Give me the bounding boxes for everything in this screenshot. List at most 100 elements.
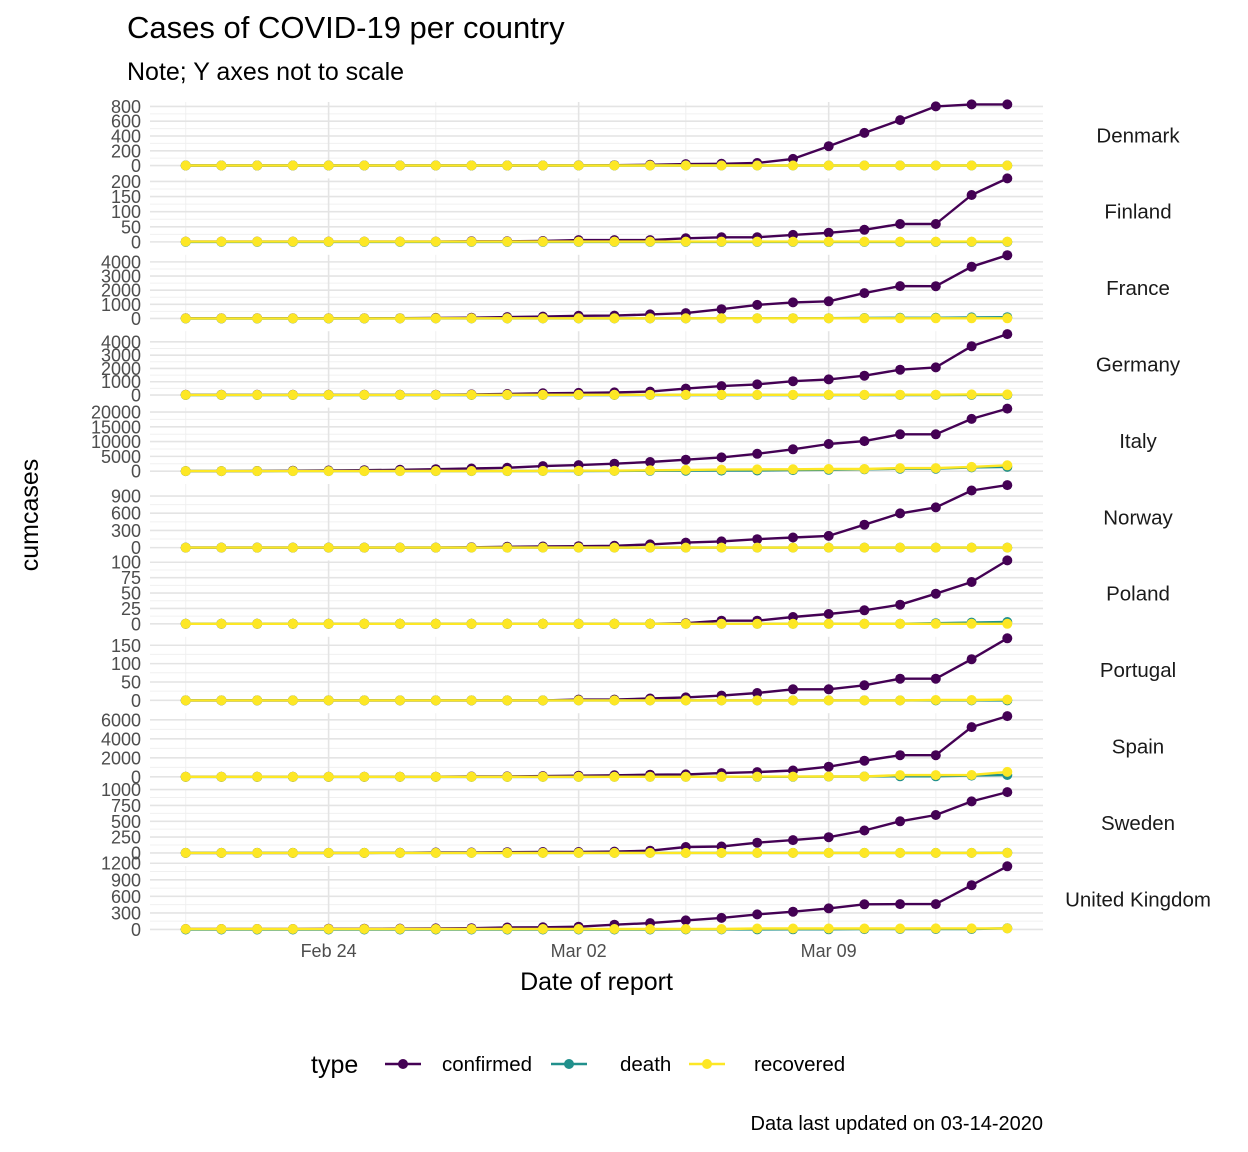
france-recovered-point xyxy=(966,313,977,324)
legend-recovered-point xyxy=(702,1059,712,1069)
united-kingdom-confirmed-point xyxy=(752,909,763,920)
sweden-confirmed-point xyxy=(895,816,906,827)
italy-recovered-point xyxy=(609,465,620,476)
italy-recovered-point xyxy=(537,465,548,476)
finland-confirmed-point xyxy=(859,224,870,235)
germany-confirmed-point xyxy=(966,341,977,352)
united-kingdom-recovered-point xyxy=(323,924,334,934)
france-confirmed-point xyxy=(966,261,977,272)
spain-recovered-point xyxy=(466,771,477,782)
denmark-confirmed-point xyxy=(895,115,906,126)
united-kingdom-recovered-point xyxy=(466,924,477,934)
denmark-recovered-point xyxy=(930,160,941,171)
france-y-tick-label: 1000 xyxy=(101,295,141,315)
spain-recovered-point xyxy=(895,770,906,781)
italy-recovered-point xyxy=(788,464,798,475)
united-kingdom-confirmed-point xyxy=(966,880,977,891)
norway-y-tick-label: 600 xyxy=(111,504,141,524)
united-kingdom-recovered-point xyxy=(609,924,620,934)
united-kingdom-recovered-point xyxy=(823,923,834,934)
united-kingdom-confirmed-point xyxy=(859,899,870,910)
portugal-recovered-point xyxy=(502,695,513,706)
norway-recovered-point xyxy=(430,542,441,553)
italy-recovered-point xyxy=(430,466,441,476)
germany-recovered-point xyxy=(609,389,620,400)
italy-confirmed-point xyxy=(823,439,834,449)
norway-confirmed-point xyxy=(895,508,906,519)
denmark-confirmed-point xyxy=(859,127,870,138)
sweden-recovered-point xyxy=(537,847,548,858)
legend-death-label: death xyxy=(620,1053,671,1076)
france-y-tick-label: 2000 xyxy=(101,281,141,301)
united-kingdom-recovered-point xyxy=(359,924,370,934)
france-recovered-point xyxy=(609,313,620,324)
france-confirmed-point xyxy=(823,296,834,307)
poland-facet-label: Poland xyxy=(1106,583,1170,606)
denmark-recovered-point xyxy=(359,160,370,171)
poland-recovered-point xyxy=(252,618,263,629)
portugal-recovered-point xyxy=(859,695,870,706)
poland-recovered-point xyxy=(966,618,977,629)
france-facet-label: France xyxy=(1106,277,1170,300)
portugal-recovered-point xyxy=(895,695,906,706)
italy-recovered-point xyxy=(466,466,477,476)
italy-recovered-point xyxy=(252,466,263,477)
sweden-recovered-point xyxy=(930,847,941,858)
germany-recovered-point xyxy=(430,389,441,400)
germany-recovered-point xyxy=(716,389,727,400)
norway-y-tick-label: 900 xyxy=(111,487,141,507)
spain-recovered-point xyxy=(359,771,370,782)
france-confirmed-point xyxy=(859,288,870,299)
denmark-recovered-point xyxy=(859,160,870,171)
united-kingdom-recovered-point xyxy=(716,924,727,934)
finland-y-tick-label: 50 xyxy=(121,217,141,237)
finland-recovered-point xyxy=(287,236,298,247)
finland-confirmed-line xyxy=(185,177,1008,243)
spain-recovered-point xyxy=(752,771,763,782)
germany-recovered-point xyxy=(1002,389,1013,400)
norway-recovered-point xyxy=(895,542,906,553)
united-kingdom-recovered-point xyxy=(573,924,584,934)
portugal-confirmed-point xyxy=(859,680,870,691)
spain-recovered-point xyxy=(252,771,263,782)
denmark-recovered-point xyxy=(966,160,977,171)
finland-confirmed-point xyxy=(930,219,941,229)
finland-recovered-point xyxy=(609,236,620,247)
germany-recovered-point xyxy=(323,389,334,400)
portugal-recovered-point xyxy=(788,695,798,706)
united-kingdom-recovered-point xyxy=(645,924,656,934)
y-axis-title: cumcases xyxy=(16,459,44,572)
spain-recovered-point xyxy=(930,770,941,781)
x-tick-label: Mar 09 xyxy=(801,941,857,961)
norway-confirmed-point xyxy=(859,519,870,530)
sweden-recovered-point xyxy=(252,847,263,858)
italy-recovered-point xyxy=(573,465,584,476)
finland-recovered-point xyxy=(180,236,191,247)
chart-title: Cases of COVID-19 per country xyxy=(127,10,565,45)
portugal-recovered-point xyxy=(823,695,834,706)
norway-recovered-point xyxy=(680,542,691,553)
denmark-recovered-point xyxy=(180,160,191,171)
finland-recovered-point xyxy=(859,236,870,247)
norway-recovered-point xyxy=(323,542,334,553)
norway-recovered-point xyxy=(252,542,263,553)
portugal-confirmed-point xyxy=(752,688,763,698)
denmark-recovered-point xyxy=(645,160,656,171)
denmark-recovered-point xyxy=(716,160,727,171)
france-recovered-point xyxy=(859,313,870,324)
sweden-y-tick-label: 0 xyxy=(131,843,141,863)
germany-facet-label: Germany xyxy=(1096,353,1181,376)
sweden-recovered-point xyxy=(895,847,906,858)
sweden-recovered-point xyxy=(573,847,584,858)
united-kingdom-recovered-point xyxy=(895,923,906,934)
united-kingdom-recovered-point xyxy=(502,924,513,934)
norway-confirmed-point xyxy=(752,534,763,545)
finland-recovered-point xyxy=(1002,236,1013,247)
norway-recovered-point xyxy=(359,542,370,553)
france-recovered-point xyxy=(823,313,834,324)
poland-y-tick-label: 75 xyxy=(121,568,141,588)
france-recovered-point xyxy=(359,313,370,324)
france-recovered-point xyxy=(430,313,441,324)
sweden-recovered-point xyxy=(430,847,441,858)
portugal-y-tick-label: 50 xyxy=(121,672,141,692)
